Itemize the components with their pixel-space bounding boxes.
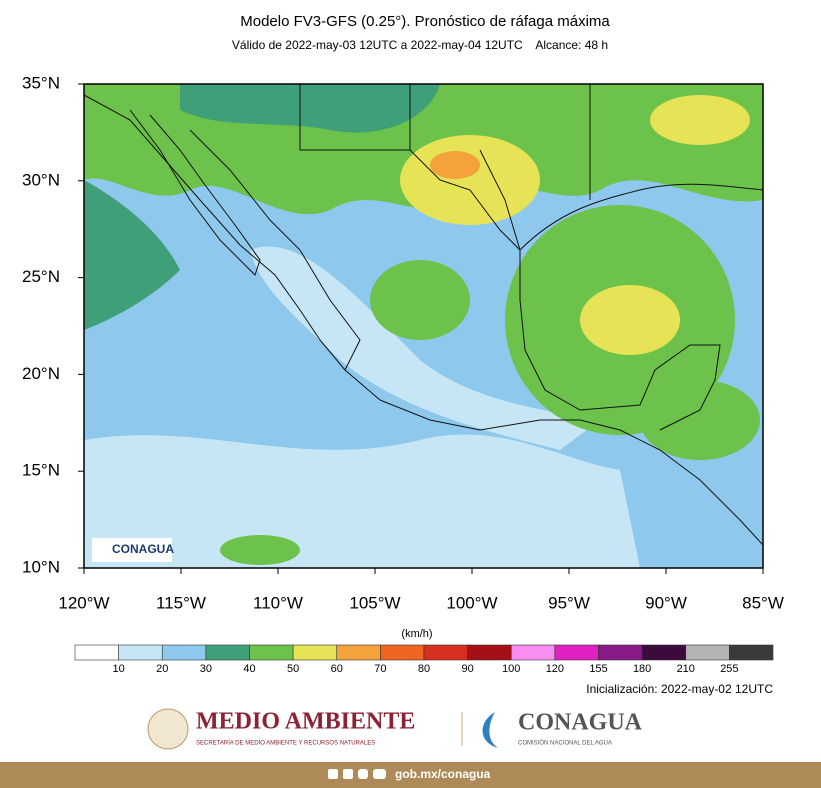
subtitle: Válido de 2022-may-03 12UTC a 2022-may-0… xyxy=(232,38,608,52)
border xyxy=(299,84,591,200)
field-area xyxy=(640,380,760,460)
field-area xyxy=(84,434,640,568)
conagua-name: CONAGUA xyxy=(518,710,643,736)
colorbar-label: 80 xyxy=(418,663,430,675)
field-area xyxy=(180,84,440,133)
footer-band xyxy=(0,762,821,788)
colorbar-box xyxy=(554,644,599,661)
colorbar-box xyxy=(292,644,338,661)
watermark-box xyxy=(92,538,172,562)
x-tick-label: 95°W xyxy=(548,593,590,612)
x-tick-label: 120°W xyxy=(58,593,109,612)
border xyxy=(300,149,521,251)
field-area xyxy=(84,180,180,330)
colorbar-box xyxy=(336,644,381,661)
field-area xyxy=(650,95,750,145)
map: CONAGUA xyxy=(84,84,763,568)
watermark: CONAGUA xyxy=(112,542,174,556)
colorbar-box xyxy=(118,644,163,661)
colorbar-label: 40 xyxy=(243,663,255,675)
icon xyxy=(343,769,353,779)
x-tick-label: 115°W xyxy=(156,593,206,612)
coastline xyxy=(129,109,261,276)
map-frame xyxy=(83,83,764,569)
colorbar-box xyxy=(510,644,556,661)
footer-logos: MEDIO AMBIENTE SECRETARÍA DE MEDIO AMBIE… xyxy=(147,708,643,750)
coastline xyxy=(519,183,763,251)
coastline xyxy=(189,129,361,371)
semarnat-emblem xyxy=(147,708,189,750)
conagua-emblem xyxy=(482,712,498,748)
colorbar-box xyxy=(598,644,643,661)
y-tick-label: 35°N xyxy=(22,73,60,92)
x-tick-label: 85°W xyxy=(742,593,784,612)
colorbar-label: 70 xyxy=(374,663,386,675)
colorbar-box xyxy=(74,644,119,661)
field-area xyxy=(400,135,540,225)
colorbar-box xyxy=(249,644,294,661)
colorbar-box xyxy=(467,644,512,661)
colorbar-label: 100 xyxy=(502,663,520,675)
colorbar-label: 20 xyxy=(156,663,168,675)
y-tick-label: 10°N xyxy=(22,557,60,576)
x-tick-label: 105°W xyxy=(349,593,400,612)
colorbar-label: 255 xyxy=(720,663,738,675)
field-area xyxy=(220,535,300,565)
field-area xyxy=(430,151,480,179)
colorbar-label: 210 xyxy=(677,663,695,675)
coastline xyxy=(479,149,721,431)
field-area xyxy=(250,246,600,450)
y-tick-label: 30°N xyxy=(22,170,60,189)
x-tick-label: 100°W xyxy=(446,593,497,612)
y-tick-label: 25°N xyxy=(22,267,60,286)
field-area xyxy=(580,285,680,355)
social-icons xyxy=(328,769,386,779)
y-tick-label: 15°N xyxy=(22,461,60,480)
colorbar-box xyxy=(380,644,425,661)
icon xyxy=(328,769,338,779)
conagua-subtitle: COMISIÓN NACIONAL DEL AGUA xyxy=(518,740,612,747)
footer-url: gob.mx/conagua xyxy=(395,767,491,781)
colorbar-label: 50 xyxy=(287,663,299,675)
y-tick-label: 20°N xyxy=(22,364,60,383)
colorbar-box xyxy=(685,644,730,661)
semarnat-name: MEDIO AMBIENTE xyxy=(196,709,415,735)
colorbar-label: 30 xyxy=(200,663,212,675)
colorbar-unit: (km/h) xyxy=(401,628,432,640)
colorbar-label: 90 xyxy=(462,663,474,675)
x-tick-label: 90°W xyxy=(645,593,687,612)
colorbar-box xyxy=(161,644,207,661)
colorbar-box xyxy=(205,644,250,661)
field-area xyxy=(370,260,470,340)
colorbar-label: 155 xyxy=(589,663,607,675)
colorbar-label: 10 xyxy=(113,663,125,675)
colorbar-box xyxy=(641,644,687,661)
initialization: Inicialización: 2022-may-02 12UTC xyxy=(586,682,773,696)
colorbar-box xyxy=(423,644,468,661)
colorbar-label: 120 xyxy=(546,663,564,675)
coastlines xyxy=(84,84,763,546)
title: Modelo FV3-GFS (0.25°). Pronóstico de rá… xyxy=(240,13,610,30)
icon xyxy=(373,769,386,779)
coastline xyxy=(84,94,763,546)
colorbar-label: 180 xyxy=(633,663,651,675)
icon xyxy=(358,769,368,779)
semarnat-subtitle: SECRETARÍA DE MEDIO AMBIENTE Y RECURSOS … xyxy=(196,740,375,747)
axes: 35°N 30°N 25°N 20°N 15°N 10°N 120°W 115°W 110°W 1… xyxy=(22,73,784,612)
colorbar-box xyxy=(729,644,774,661)
x-tick-label: 110°W xyxy=(253,593,303,612)
colorbar: 10 20 30 40 50 60 70 80 90 100 120 155 180 210 255 xyxy=(74,644,774,675)
colorbar-label: 60 xyxy=(331,663,343,675)
